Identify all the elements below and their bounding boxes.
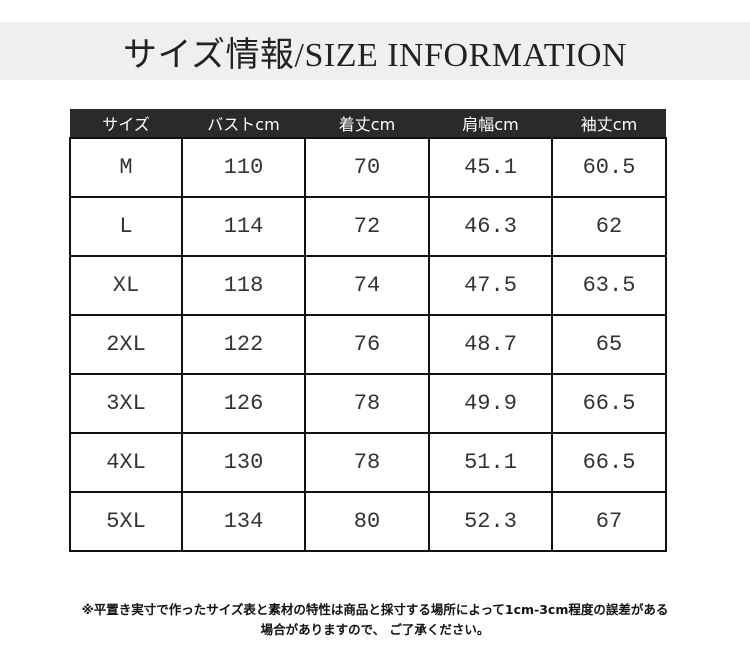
size-table: サイズ バストcm 着丈cm 肩幅cm 袖丈cm M 110 70 45.1 60.5 L 114 7… — [69, 109, 667, 552]
table-cell: 48.7 — [428, 314, 553, 375]
column-header: サイズ — [70, 109, 182, 138]
page-title: サイズ情報/SIZE INFORMATION — [123, 36, 627, 74]
note-line-1: ※平置き実寸で作ったサイズ表と素材の特性は商品と採寸する場所によって1cm-3c… — [81, 602, 669, 617]
column-header: 肩幅cm — [429, 109, 552, 138]
table-cell: 134 — [181, 491, 306, 552]
table-cell: 46.3 — [428, 196, 553, 257]
table-row: M 110 70 45.1 60.5 — [69, 137, 667, 198]
table-cell: 51.1 — [428, 432, 553, 493]
table-row: 3XL 126 78 49.9 66.5 — [69, 373, 667, 434]
title-banner: サイズ情報/SIZE INFORMATION — [0, 22, 750, 80]
table-cell: 118 — [181, 255, 306, 316]
table-row: 5XL 134 80 52.3 67 — [69, 491, 667, 552]
table-cell: 74 — [304, 255, 430, 316]
disclaimer-note: ※平置き実寸で作ったサイズ表と素材の特性は商品と採寸する場所によって1cm-3c… — [0, 600, 750, 640]
table-cell: 126 — [181, 373, 306, 434]
table-cell: 63.5 — [551, 255, 667, 316]
table-cell: 130 — [181, 432, 306, 493]
table-cell: 47.5 — [428, 255, 553, 316]
table-cell: 49.9 — [428, 373, 553, 434]
table-cell: 110 — [181, 137, 306, 198]
table-cell: 72 — [304, 196, 430, 257]
note-line-2: 場合がありますので、 ご了承ください。 — [260, 622, 490, 637]
column-header: 着丈cm — [305, 109, 429, 138]
column-header: 袖丈cm — [552, 109, 666, 138]
table-cell: 78 — [304, 432, 430, 493]
table-cell: 114 — [181, 196, 306, 257]
table-cell: 122 — [181, 314, 306, 375]
table-cell: 3XL — [69, 373, 183, 434]
table-cell: 45.1 — [428, 137, 553, 198]
table-row: 4XL 130 78 51.1 66.5 — [69, 432, 667, 493]
table-cell: 76 — [304, 314, 430, 375]
table-cell: 52.3 — [428, 491, 553, 552]
table-cell: XL — [69, 255, 183, 316]
table-cell: L — [69, 196, 183, 257]
table-header-row: サイズ バストcm 着丈cm 肩幅cm 袖丈cm — [70, 109, 666, 138]
table-cell: 78 — [304, 373, 430, 434]
table-cell: 80 — [304, 491, 430, 552]
table-cell: 70 — [304, 137, 430, 198]
table-row: 2XL 122 76 48.7 65 — [69, 314, 667, 375]
table-cell: M — [69, 137, 183, 198]
table-row: L 114 72 46.3 62 — [69, 196, 667, 257]
table-cell: 4XL — [69, 432, 183, 493]
table-cell: 2XL — [69, 314, 183, 375]
table-cell: 66.5 — [551, 373, 667, 434]
table-cell: 5XL — [69, 491, 183, 552]
table-cell: 67 — [551, 491, 667, 552]
table-cell: 62 — [551, 196, 667, 257]
table-row: XL 118 74 47.5 63.5 — [69, 255, 667, 316]
table-cell: 66.5 — [551, 432, 667, 493]
table-cell: 60.5 — [551, 137, 667, 198]
table-cell: 65 — [551, 314, 667, 375]
column-header: バストcm — [182, 109, 305, 138]
